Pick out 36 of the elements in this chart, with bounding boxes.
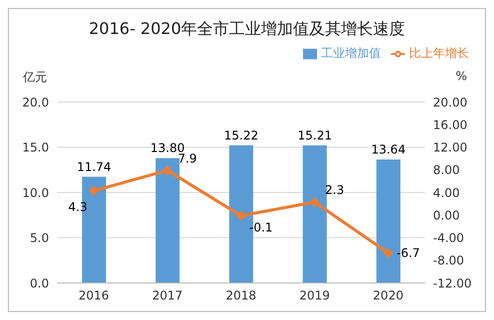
y-axis-title: 亿元 bbox=[23, 69, 47, 86]
y-tick-label: 5.0 bbox=[30, 231, 49, 246]
y-tick-label: 0.0 bbox=[30, 276, 49, 290]
point bbox=[383, 248, 394, 258]
point bbox=[162, 165, 172, 176]
y-tick-label: 10.0 bbox=[22, 186, 49, 200]
y2-tick-label: 20.00 bbox=[433, 95, 468, 110]
y2-tick-label: 0.00 bbox=[433, 208, 460, 222]
bar bbox=[302, 145, 327, 283]
data-label: 13.64 bbox=[371, 142, 406, 157]
legend-label: 比上年增长 bbox=[409, 46, 469, 60]
legend-label: 工业增加值 bbox=[321, 46, 381, 60]
x-tick-label: 2020 bbox=[372, 288, 404, 303]
data-label: 7.9 bbox=[178, 151, 197, 166]
y-tick-label: 20.0 bbox=[22, 95, 49, 110]
y2-tick-label: -4.00 bbox=[433, 231, 464, 246]
y2-tick-label: 4.00 bbox=[433, 186, 460, 200]
y2-tick-label: -12.00 bbox=[433, 276, 472, 290]
y2-axis-title: % bbox=[456, 69, 467, 83]
bar bbox=[156, 158, 180, 283]
x-tick-label: 2019 bbox=[299, 288, 330, 303]
point bbox=[236, 210, 246, 221]
data-label: 11.74 bbox=[76, 160, 112, 174]
y2-tick-label: 8.00 bbox=[433, 163, 460, 178]
chart-title: 2016- 2020年全市工业增加值及其增长速度 bbox=[88, 18, 406, 40]
y-tick-label: 15.0 bbox=[22, 140, 49, 155]
data-label: 15.21 bbox=[298, 128, 332, 142]
data-label: 15.22 bbox=[224, 128, 258, 142]
y2-tick-label: -8.00 bbox=[433, 254, 464, 268]
x-tick-label: 2017 bbox=[152, 288, 183, 303]
x-tick-label: 2018 bbox=[226, 288, 256, 303]
y2-tick-label: 16.00 bbox=[433, 118, 468, 132]
x-tick-label: 2016 bbox=[78, 288, 110, 303]
point bbox=[88, 186, 99, 196]
point bbox=[310, 197, 320, 208]
y2-tick-label: 12.00 bbox=[433, 140, 468, 155]
